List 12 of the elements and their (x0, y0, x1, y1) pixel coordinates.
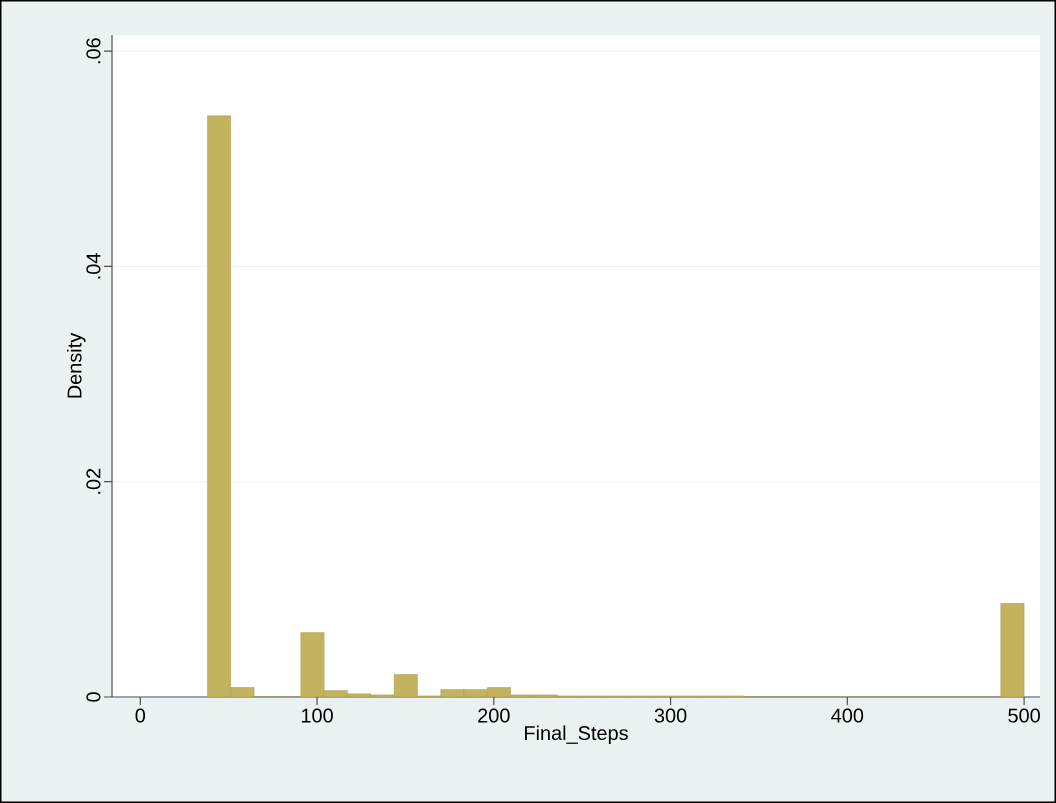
x-tick-label: 300 (654, 708, 687, 723)
y-tick-label: .02 (86, 468, 101, 494)
x-tick-label: 100 (301, 708, 333, 723)
y-tick-label: .04 (86, 253, 101, 279)
y-tick-label: .06 (86, 38, 101, 64)
y-tick-label: 0 (86, 692, 101, 702)
x-tick-label: 400 (831, 708, 864, 723)
x-axis-title: Final_Steps (525, 725, 628, 745)
x-tick-label: 0 (135, 708, 146, 723)
x-tick-label: 500 (1008, 708, 1040, 723)
y-axis-title: Density (66, 332, 86, 398)
x-tick-label: 200 (478, 708, 510, 723)
